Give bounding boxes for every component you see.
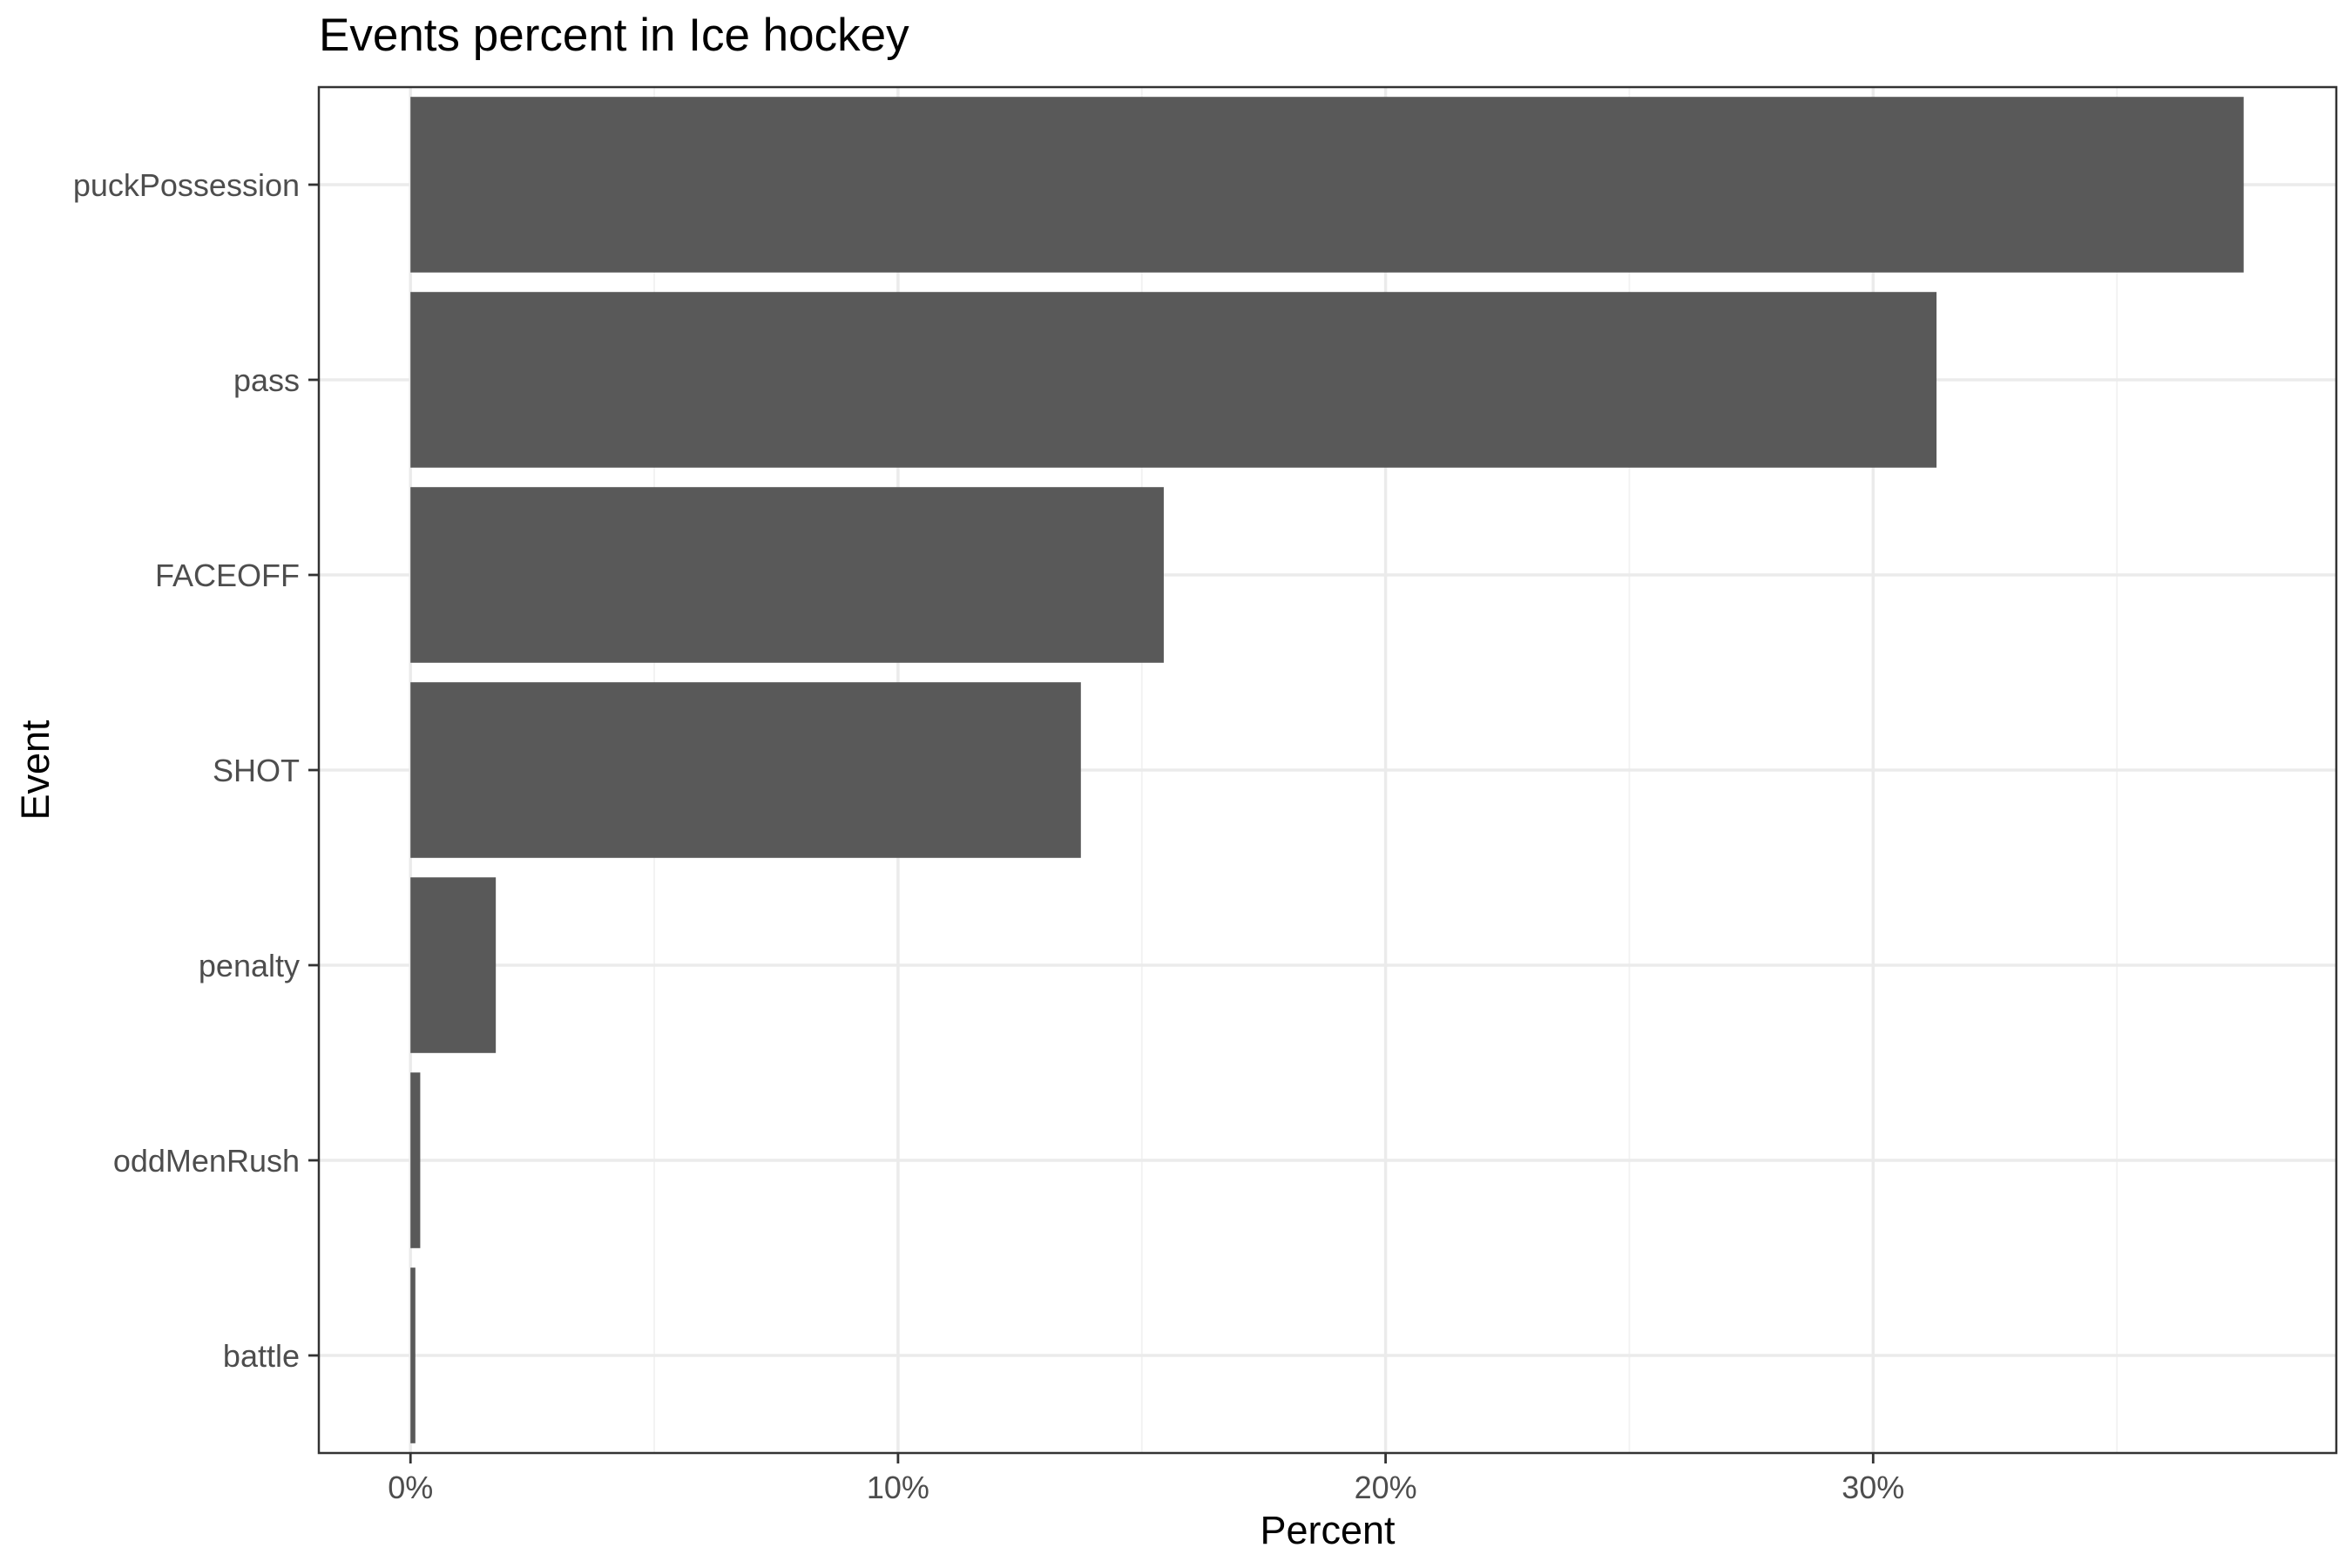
x-axis: 0% 10% 20% 30% (388, 1453, 1904, 1505)
y-tick-label: penalty (199, 948, 300, 983)
chart-title: Events percent in Ice hockey (319, 10, 909, 61)
bar-puckPossession (410, 97, 2244, 273)
bar-SHOT (410, 682, 1081, 858)
x-tick-label: 0% (388, 1470, 433, 1505)
bar-oddMenRush (410, 1072, 421, 1248)
x-tick-label: 10% (867, 1470, 929, 1505)
x-axis-title: Percent (1260, 1508, 1396, 1552)
y-axis-title: Event (13, 720, 57, 821)
x-tick-label: 30% (1842, 1470, 1904, 1505)
y-tick-label: oddMenRush (113, 1143, 300, 1179)
bar-battle (410, 1267, 416, 1443)
y-tick-label: puckPossession (73, 167, 300, 203)
y-tick-label: pass (233, 362, 300, 398)
bar-FACEOFF (410, 487, 1164, 663)
y-tick-label: FACEOFF (155, 558, 300, 593)
bars (410, 97, 2244, 1443)
bar-pass (410, 292, 1937, 468)
bar-penalty (410, 877, 497, 1053)
y-axis: puckPossession pass FACEOFF SHOT penalty oddM… (73, 167, 319, 1374)
x-tick-label: 20% (1355, 1470, 1417, 1505)
y-tick-label: battle (223, 1338, 300, 1374)
y-tick-label: SHOT (213, 753, 300, 788)
